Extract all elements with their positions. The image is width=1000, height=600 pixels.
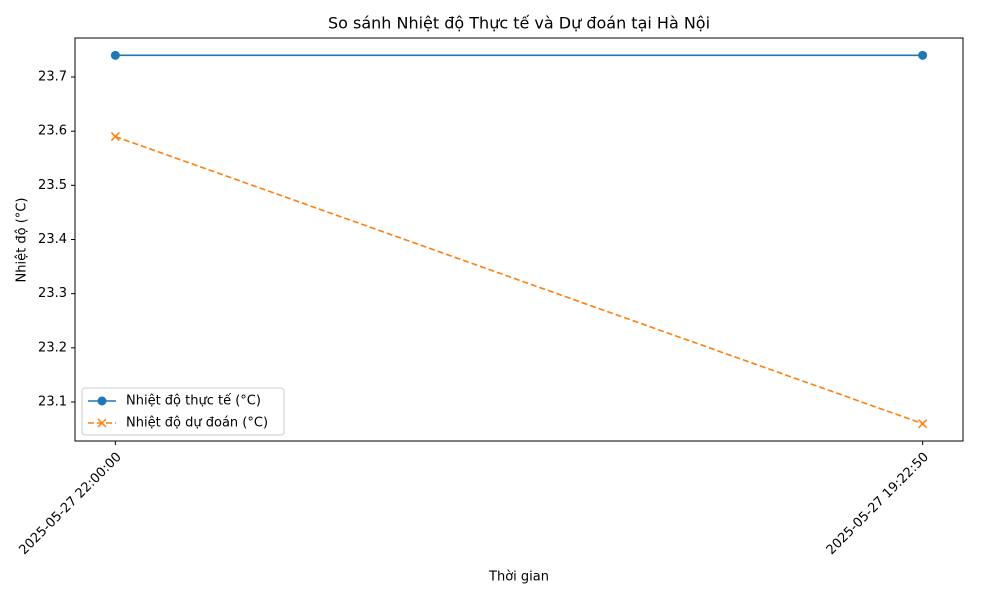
- plot-area: [74, 37, 964, 442]
- marker: [110, 132, 120, 142]
- y-tick-label: 23.2: [38, 340, 67, 355]
- y-tick-label: 23.1: [38, 395, 67, 410]
- x-tick-label: 2025-05-27 22:00:00: [16, 450, 124, 558]
- marker: [97, 396, 107, 406]
- y-axis-label: Nhiệt độ (°C): [15, 198, 30, 283]
- marker-x: [918, 419, 928, 429]
- x-tick-label: 2025-05-27 19:22:50: [824, 450, 932, 558]
- legend-label: Nhiệt độ thực tế (°C): [126, 394, 261, 409]
- marker-x: [110, 132, 120, 142]
- y-tick-label: 23.5: [38, 178, 67, 193]
- y-tick-label: 23.3: [38, 286, 67, 301]
- marker: [918, 50, 928, 60]
- marker: [97, 418, 107, 428]
- series-line: [115, 135, 923, 425]
- y-tick-label: 23.4: [38, 232, 67, 247]
- legend-label: Nhiệt độ dự đoán (°C): [126, 416, 268, 431]
- y-tick-label: 23.6: [38, 124, 67, 139]
- legend-box: [81, 387, 285, 436]
- chart-title: So sánh Nhiệt độ Thực tế và Dự đoán tại …: [328, 14, 710, 33]
- y-tick-label: 23.7: [38, 70, 67, 85]
- marker: [918, 419, 928, 429]
- marker-x: [97, 418, 107, 428]
- marker: [110, 50, 120, 60]
- x-axis-label: Thời gian: [488, 570, 549, 585]
